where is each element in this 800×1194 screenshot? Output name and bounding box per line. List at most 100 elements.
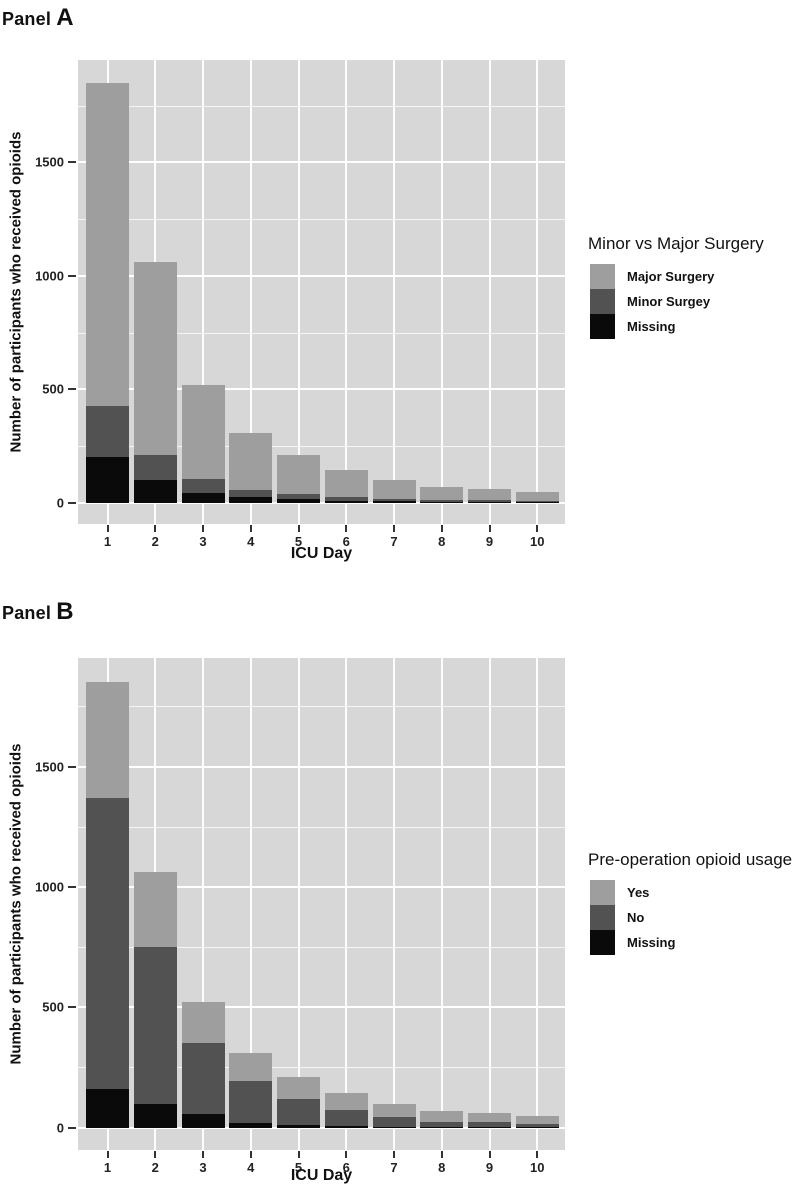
panel-b: Panel B Number of participants who recei…: [0, 597, 800, 1194]
bar-segment: [181, 384, 225, 480]
bar-segment: [468, 501, 511, 503]
bar-segment: [133, 947, 177, 1104]
legend-item: Missing: [590, 930, 798, 955]
x-tick-mark: [345, 525, 348, 532]
x-tick-mark: [154, 525, 157, 532]
bar-segment: [468, 500, 511, 502]
legend-label: Missing: [627, 935, 676, 950]
vertical-gridline: [297, 60, 300, 524]
vertical-gridline: [488, 60, 491, 524]
x-tick-mark: [345, 1151, 348, 1158]
y-tick-label: 0: [56, 495, 64, 511]
y-tick-label: 1000: [35, 268, 64, 284]
x-tick-label: 4: [247, 1160, 255, 1175]
minor-gridline: [78, 706, 565, 708]
major-gridline: [78, 885, 565, 888]
panel-a-plot-area: 0 500 1000 1500 1 2 3 4 5 6 7 8 9 10: [35, 60, 565, 549]
minor-gridline: [78, 947, 565, 949]
bar-segment: [133, 872, 177, 948]
legend-panel-a: Minor vs Major Surgery Major Surgery Min…: [588, 234, 798, 339]
bar-segment: [133, 455, 177, 481]
bar-segment: [468, 1113, 511, 1123]
x-tick-mark: [106, 1151, 109, 1158]
bar-segment: [277, 498, 320, 503]
legend-panel-b: Pre-operation opioid usage Yes No Missin…: [588, 850, 798, 955]
bar-segment: [372, 480, 416, 499]
x-tick-label: 6: [342, 534, 350, 549]
y-tick-mark: [68, 388, 76, 391]
bar-segment: [181, 1002, 225, 1044]
x-tick-label: 9: [485, 534, 494, 549]
legend-item: Missing: [590, 314, 798, 339]
x-tick-mark: [154, 1151, 157, 1158]
panel-a-title: Panel A: [2, 4, 74, 32]
bar-segment: [86, 797, 129, 1090]
bar-segment: [277, 1125, 320, 1128]
panel-b-title: Panel B: [2, 598, 74, 626]
vertical-gridline: [440, 658, 443, 1150]
x-tick-mark: [536, 1151, 539, 1158]
bar-segment: [420, 499, 464, 502]
x-tick-label: 1: [103, 1160, 112, 1175]
bar-segment: [133, 1103, 177, 1128]
bar-segment: [181, 479, 225, 493]
y-tick-label: 1500: [35, 759, 64, 775]
x-tick-label: 5: [294, 534, 303, 549]
x-tick-label: 3: [199, 1160, 207, 1175]
bar-segment: [420, 501, 464, 503]
legend-label: Missing: [627, 319, 676, 334]
y-tick-mark: [68, 1126, 76, 1129]
panel-title-prefix: Panel: [2, 603, 52, 623]
bar-segment: [468, 1126, 511, 1128]
x-tick-label: 6: [342, 1160, 350, 1175]
vertical-gridline: [488, 658, 491, 1150]
x-tick-mark: [440, 1151, 443, 1158]
bar-segment: [181, 1114, 225, 1128]
major-gridline: [78, 501, 565, 504]
bar-segment: [229, 1122, 273, 1128]
panel-title-prefix: Panel: [2, 9, 52, 29]
x-axis-label: ICU Day: [290, 545, 353, 562]
x-tick-label: 2: [151, 534, 159, 549]
bar-segment: [277, 1077, 320, 1099]
x-tick-label: 4: [247, 534, 255, 549]
minor-gridline: [78, 105, 565, 107]
vertical-gridline: [440, 60, 443, 524]
bar-segment: [324, 496, 368, 501]
panel-a: Panel A Number of participants who recei…: [2, 4, 798, 562]
x-axis-label: ICU Day: [290, 1167, 353, 1184]
y-tick-mark: [68, 161, 76, 164]
bar-segment: [277, 455, 320, 495]
bar-segment: [468, 489, 511, 501]
major-gridline: [78, 765, 565, 768]
x-tick-mark: [249, 1151, 252, 1158]
vertical-gridline: [536, 60, 539, 524]
bar-segment: [86, 682, 129, 798]
bar-segment: [229, 490, 273, 498]
vertical-gridline: [345, 658, 348, 1150]
vertical-gridline: [202, 658, 204, 1150]
panel-b-plot-area: 0 500 1000 1500 1 2 3 4 5 6 7 8 9 10: [35, 658, 565, 1175]
panel-title-letter: B: [56, 598, 74, 625]
legend-title: Minor vs Major Surgery: [588, 234, 764, 253]
major-gridline: [78, 1006, 565, 1009]
x-tick-mark: [202, 1151, 204, 1158]
legend-swatch-no: [590, 905, 615, 930]
y-tick-label: 1000: [35, 879, 64, 895]
x-tick-mark: [488, 1151, 491, 1158]
legend-label: No: [627, 910, 645, 925]
x-tick-label: 8: [438, 534, 446, 549]
y-axis-label: Number of participants who received opio…: [7, 743, 25, 1065]
y-tick-label: 500: [42, 381, 64, 397]
legend-label: Minor Surgey: [627, 294, 711, 309]
minor-gridline: [78, 826, 565, 828]
bar-segment: [515, 491, 559, 501]
legend-swatch-major-surgery: [590, 264, 615, 289]
bar-segment: [86, 406, 129, 458]
major-gridline: [78, 388, 565, 391]
x-tick-mark: [106, 525, 109, 532]
bar-segment: [372, 501, 416, 503]
y-tick-mark: [68, 885, 76, 888]
x-tick-mark: [488, 525, 491, 532]
vertical-gridline: [393, 60, 395, 524]
